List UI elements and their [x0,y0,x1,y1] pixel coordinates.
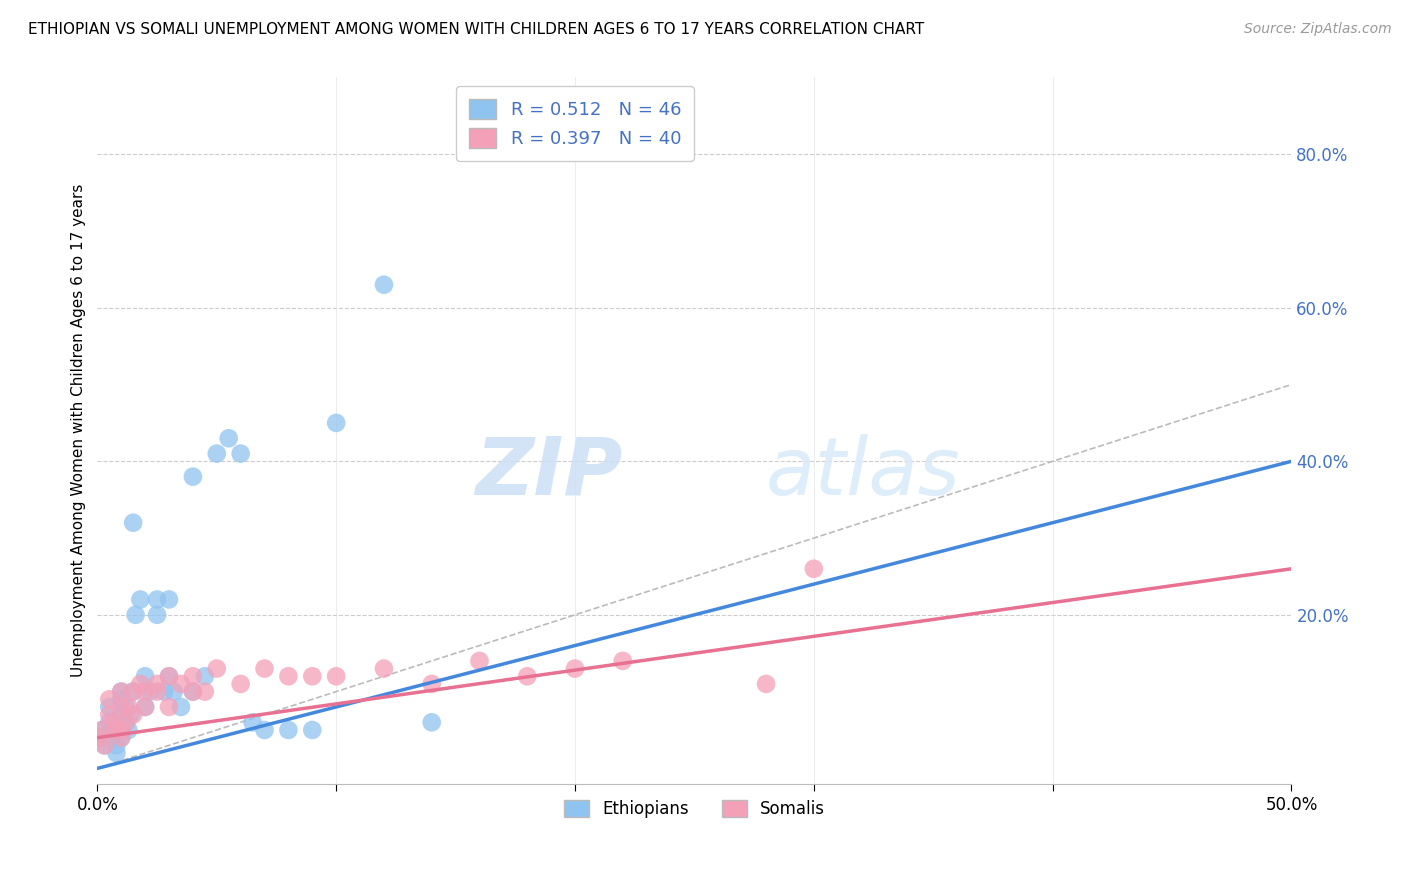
Point [170,677,193,691]
Point [170,700,193,714]
Point [205,447,228,461]
Point [277,723,299,737]
Point [93,739,115,753]
Point [110,707,132,722]
Point [91,723,114,737]
Point [117,723,139,737]
Point [105,739,128,753]
Point [146,607,169,622]
Point [110,684,132,698]
Point [157,669,180,683]
Point [157,700,180,714]
Point [373,277,395,292]
Point [122,516,145,530]
Point [134,700,156,714]
Point [122,684,145,698]
Point [110,731,132,745]
Point [253,662,276,676]
Text: ETHIOPIAN VS SOMALI UNEMPLOYMENT AMONG WOMEN WITH CHILDREN AGES 6 TO 17 YEARS CO: ETHIOPIAN VS SOMALI UNEMPLOYMENT AMONG W… [28,22,924,37]
Point [105,723,128,737]
Point [139,684,162,698]
Point [124,607,146,622]
Point [134,669,156,683]
Point [122,684,145,698]
Point [218,431,240,445]
Y-axis label: Unemployment Among Women with Children Ages 6 to 17 years: Unemployment Among Women with Children A… [72,184,86,677]
Point [89,731,111,745]
Point [89,731,111,745]
Point [110,723,132,737]
Point [253,723,276,737]
Text: atlas: atlas [766,434,960,512]
Point [98,715,121,730]
Point [373,662,395,676]
Point [516,669,538,683]
Point [325,669,347,683]
Legend: Ethiopians, Somalis: Ethiopians, Somalis [557,793,832,825]
Point [325,416,347,430]
Point [229,677,252,691]
Point [115,715,138,730]
Point [181,669,204,683]
Point [146,684,169,698]
Point [612,654,634,668]
Point [420,715,443,730]
Point [181,469,204,483]
Point [803,562,825,576]
Point [301,669,323,683]
Point [157,592,180,607]
Point [468,654,491,668]
Point [301,723,323,737]
Point [277,669,299,683]
Point [105,746,128,760]
Point [420,677,443,691]
Point [103,731,125,745]
Point [146,677,169,691]
Point [194,684,217,698]
Point [110,723,132,737]
Point [157,669,180,683]
Point [91,723,114,737]
Point [205,662,228,676]
Point [98,692,121,706]
Point [122,707,145,722]
Point [755,677,778,691]
Point [129,677,152,691]
Point [229,447,252,461]
Point [110,684,132,698]
Point [146,592,169,607]
Point [163,684,186,698]
Point [110,700,132,714]
Point [194,669,217,683]
Point [134,700,156,714]
Point [120,707,142,722]
Point [110,692,132,706]
Point [108,723,131,737]
Point [98,700,121,714]
Point [110,731,132,745]
Text: Source: ZipAtlas.com: Source: ZipAtlas.com [1244,22,1392,37]
Point [103,715,125,730]
Point [115,700,138,714]
Point [181,684,204,698]
Point [129,592,152,607]
Point [134,684,156,698]
Point [564,662,586,676]
Point [117,700,139,714]
Point [98,707,121,722]
Point [242,715,264,730]
Point [100,723,122,737]
Point [153,684,176,698]
Point [181,684,204,698]
Point [115,715,138,730]
Point [93,739,115,753]
Text: ZIP: ZIP [475,434,623,512]
